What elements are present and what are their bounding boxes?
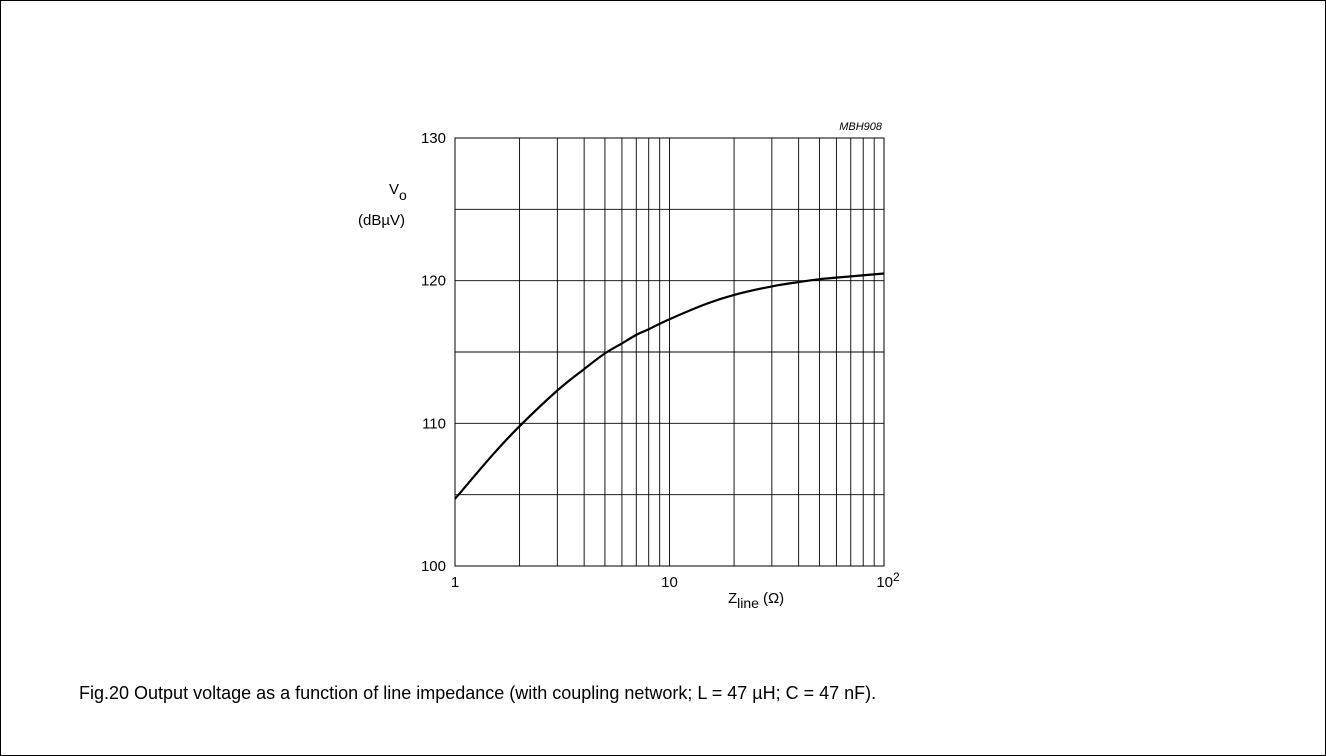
figure-caption: Fig.20 Output voltage as a function of l… xyxy=(79,683,877,703)
y-axis-unit: (dBµV) xyxy=(358,212,405,229)
code-label: MBH908 xyxy=(839,121,883,133)
x-tick-labels: 1 10 102 xyxy=(451,570,900,591)
y-tick-label: 100 xyxy=(421,558,446,575)
x-tick-label: 1 xyxy=(451,574,459,591)
y-tick-label: 110 xyxy=(422,415,446,432)
y-axis-label-sub: o xyxy=(399,187,407,203)
y-tick-label: 130 xyxy=(421,130,446,147)
x-axis-label-main: Z xyxy=(728,590,737,607)
x-tick-label: 10 xyxy=(661,574,678,591)
y-axis-label-main: V xyxy=(389,181,399,198)
x-axis-label: Zline (Ω) xyxy=(728,590,784,611)
plot-area xyxy=(454,137,885,567)
x-axis-label-unit: (Ω) xyxy=(763,590,784,607)
y-tick-labels: 100 110 120 130 xyxy=(421,130,446,575)
x-axis-label-sub: line xyxy=(737,595,759,611)
grid xyxy=(455,138,884,566)
y-tick-label: 120 xyxy=(421,273,446,290)
x-tick-label: 102 xyxy=(876,570,900,591)
y-axis-label: Vo xyxy=(389,181,407,203)
series-line xyxy=(454,272,885,500)
